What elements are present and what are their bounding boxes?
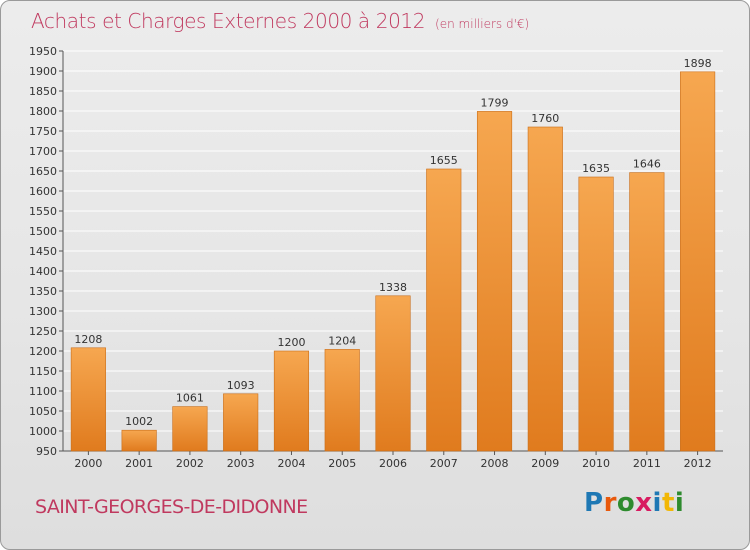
- bar: [121, 429, 157, 452]
- y-tick-label: 1900: [29, 65, 57, 78]
- data-labels: 1208 1002 1061 1093 1200 1204 1338 1655 1799 1760…: [74, 57, 711, 428]
- bar: [476, 111, 513, 452]
- y-tick-label: 1550: [29, 205, 57, 218]
- bar: [172, 406, 208, 452]
- y-tick-label: 1100: [29, 385, 57, 398]
- logo-letter: r: [603, 488, 617, 518]
- y-tick-label: 1050: [29, 405, 57, 418]
- x-tick-label: 2009: [531, 457, 559, 470]
- x-tick-label: 2012: [684, 457, 712, 470]
- proxiti-logo[interactable]: Proxiti: [584, 488, 684, 518]
- logo-letter: x: [635, 488, 653, 518]
- y-tick-label: 1000: [29, 425, 57, 438]
- y-tick-label: 1400: [29, 265, 57, 278]
- x-tick-label: 2010: [582, 457, 610, 470]
- data-label: 1655: [430, 154, 458, 167]
- bar: [680, 71, 716, 452]
- chart-title: Achats et Charges Externes 2000 à 2012 (e…: [31, 9, 529, 33]
- x-tick-label: 2007: [430, 457, 458, 470]
- data-label: 1760: [531, 112, 559, 125]
- y-tick-label: 1800: [29, 105, 57, 118]
- data-label: 1208: [74, 333, 102, 346]
- data-label: 1898: [684, 57, 712, 70]
- x-tick-label: 2002: [176, 457, 204, 470]
- x-tick-label: 2001: [125, 457, 153, 470]
- bar: [578, 176, 614, 452]
- logo-letter: t: [661, 488, 675, 518]
- x-tick-label: 2008: [481, 457, 509, 470]
- y-tick-label: 1750: [29, 125, 57, 138]
- data-label: 1799: [481, 96, 509, 109]
- y-tick-label: 1600: [29, 185, 57, 198]
- bar: [324, 349, 360, 452]
- y-tick-label: 1650: [29, 165, 57, 178]
- bar: [375, 295, 411, 452]
- data-label: 1093: [227, 379, 255, 392]
- data-label: 1646: [633, 158, 661, 171]
- y-tick-label: 950: [36, 445, 57, 458]
- bar: [527, 126, 563, 452]
- bars: [70, 71, 716, 452]
- commune-name: SAINT-GEORGES-DE-DIDONNE: [35, 496, 308, 518]
- y-tick-label: 1450: [29, 245, 57, 258]
- data-label: 1635: [582, 162, 610, 175]
- x-tick-label: 2006: [379, 457, 407, 470]
- y-tick-label: 1700: [29, 145, 57, 158]
- y-tick-label: 1250: [29, 325, 57, 338]
- data-label: 1061: [176, 392, 204, 405]
- y-tick-label: 1150: [29, 365, 57, 378]
- data-label: 1200: [277, 336, 305, 349]
- x-tick-label: 2000: [74, 457, 102, 470]
- bar: [223, 393, 259, 452]
- bar: [70, 347, 106, 452]
- y-tick-label: 1350: [29, 285, 57, 298]
- chart-title-text: Achats et Charges Externes 2000 à 2012: [31, 9, 426, 33]
- y-tick-label: 1500: [29, 225, 57, 238]
- data-label: 1204: [328, 334, 356, 347]
- x-tick-label: 2011: [633, 457, 661, 470]
- bar: [426, 168, 462, 452]
- data-label: 1338: [379, 281, 407, 294]
- logo-letter: P: [584, 488, 604, 518]
- y-tick-label: 1200: [29, 345, 57, 358]
- y-tick-label: 1850: [29, 85, 57, 98]
- chart-unit: (en milliers d'€): [435, 17, 530, 31]
- bar: [629, 172, 665, 452]
- x-tick-label: 2004: [277, 457, 305, 470]
- x-tick-label: 2003: [227, 457, 255, 470]
- logo-letter: i: [652, 488, 662, 518]
- logo-letter: i: [674, 488, 685, 518]
- y-tick-label: 1950: [29, 45, 57, 58]
- x-tick-label: 2005: [328, 457, 356, 470]
- bar: [273, 350, 310, 452]
- y-tick-label: 1300: [29, 305, 57, 318]
- data-label: 1002: [125, 415, 153, 428]
- logo-letter: o: [616, 488, 636, 518]
